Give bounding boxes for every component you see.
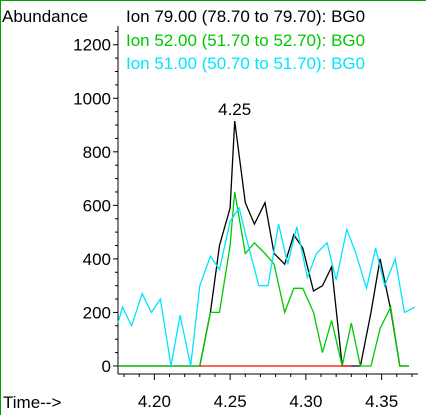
y-tick-label: 1200 [73,36,111,55]
series-line-0 [118,120,409,367]
ylabel-background [1,2,120,30]
legend-entry-ion-52: Ion 52.00 (51.70 to 52.70): BG0 [126,31,365,50]
ticks-group: 0 200 400 600 800 1000 1200 4.20 4.25 4.30 4.35 [73,30,413,411]
x-tick-label: 4.25 [214,392,247,411]
y-tick-label: 400 [83,250,111,269]
x-tick-label: 4.20 [138,392,171,411]
y-axis-label: Abundance [2,7,88,26]
legend-entry-ion-51: Ion 51.00 (50.70 to 51.70): BG0 [126,54,365,73]
y-tick-label: 0 [102,357,111,376]
y-tick-label: 1000 [73,89,111,108]
x-tick-label: 4.35 [365,392,398,411]
series-line-2 [117,206,416,367]
y-tick-label: 200 [83,303,111,322]
x-tick-label: 4.30 [289,392,322,411]
series-group [117,120,416,367]
axes-group [117,26,418,375]
x-axis-label: Time--> [3,393,61,412]
y-tick-label: 800 [83,143,111,162]
y-tick-label: 600 [83,196,111,215]
peak-annotation: 4.25 [218,100,251,119]
series-line-1 [118,191,409,367]
legend-entry-ion-79: Ion 79.00 (78.70 to 79.70): BG0 [126,7,365,26]
